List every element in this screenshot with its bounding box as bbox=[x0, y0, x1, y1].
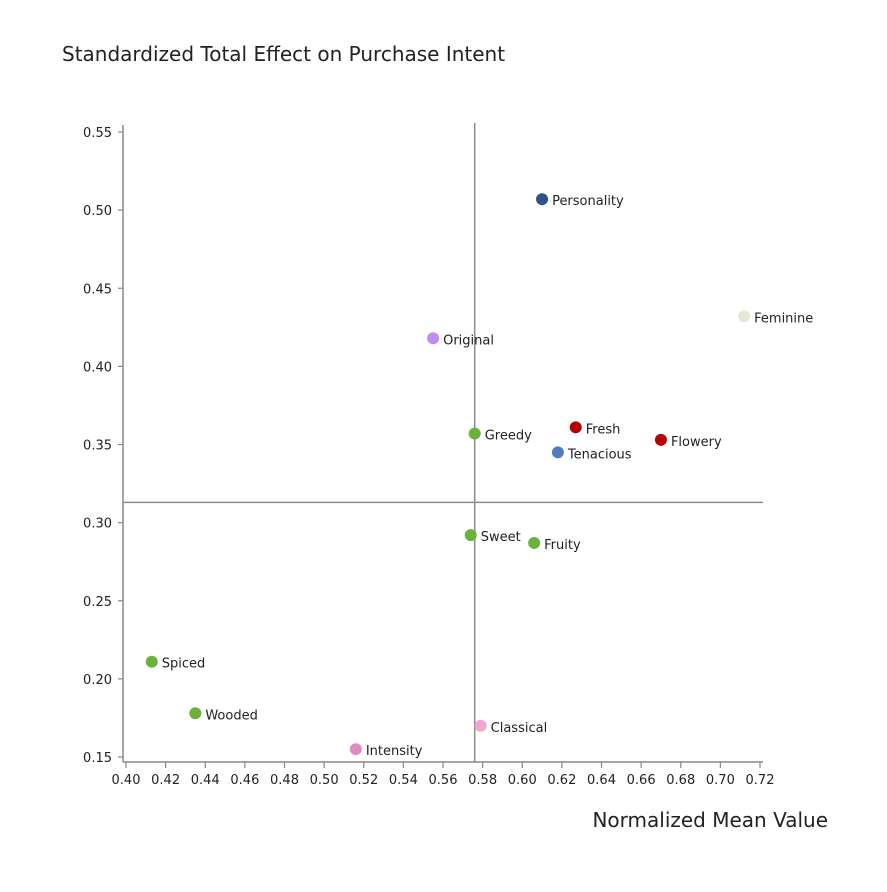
data-point-group: Fresh bbox=[569, 421, 621, 437]
y-tick-label: 0.50 bbox=[83, 204, 112, 219]
data-point bbox=[654, 433, 667, 446]
axes: 0.15 0.20 0.25 0.30 0.35 0.40 0.45 0.50 0.55 0.40… bbox=[83, 125, 774, 788]
data-point-group: Sweet bbox=[464, 529, 521, 545]
y-tick-label: 0.35 bbox=[83, 439, 112, 454]
x-tick-label: 0.40 bbox=[112, 773, 141, 788]
data-point bbox=[427, 332, 440, 345]
y-axis-title: Standardized Total Effect on Purchase In… bbox=[62, 42, 506, 66]
data-point bbox=[536, 193, 549, 206]
x-tick-label: 0.70 bbox=[706, 773, 735, 788]
data-point-group: Wooded bbox=[189, 707, 258, 723]
data-point-label: Sweet bbox=[481, 530, 521, 545]
data-point-label: Greedy bbox=[485, 429, 532, 444]
x-tick-label: 0.68 bbox=[666, 773, 695, 788]
data-point-label: Classical bbox=[491, 721, 548, 736]
data-point-label: Spiced bbox=[162, 657, 206, 672]
y-tick-label: 0.40 bbox=[83, 360, 112, 375]
x-tick-label: 0.60 bbox=[508, 773, 537, 788]
data-point-group: Feminine bbox=[738, 310, 813, 326]
data-point-label: Wooded bbox=[205, 708, 258, 723]
x-tick-label: 0.72 bbox=[746, 773, 775, 788]
data-point-group: Personality bbox=[536, 193, 624, 209]
data-point-label: Original bbox=[443, 333, 494, 348]
x-tick-label: 0.58 bbox=[468, 773, 497, 788]
data-point-label: Intensity bbox=[366, 744, 423, 759]
x-tick-label: 0.52 bbox=[349, 773, 378, 788]
x-axis-title: Normalized Mean Value bbox=[592, 808, 828, 832]
x-tick-label: 0.46 bbox=[230, 773, 259, 788]
data-points: Personality Feminine Original Greedy Fresh Fl… bbox=[145, 193, 813, 759]
data-point bbox=[569, 421, 582, 434]
data-point bbox=[738, 310, 751, 323]
x-tick-label: 0.42 bbox=[151, 773, 180, 788]
data-point bbox=[551, 446, 564, 459]
x-tick-label: 0.56 bbox=[429, 773, 458, 788]
data-point-group: Intensity bbox=[349, 743, 423, 759]
data-point-group: Fruity bbox=[528, 536, 581, 553]
data-point-label: Personality bbox=[552, 194, 624, 209]
data-point bbox=[349, 743, 362, 756]
data-point bbox=[474, 719, 487, 732]
x-tick-label: 0.54 bbox=[389, 773, 418, 788]
reference-lines bbox=[123, 123, 763, 762]
y-tick-label: 0.45 bbox=[83, 282, 112, 297]
y-tick-label: 0.15 bbox=[83, 751, 112, 766]
data-point-label: Feminine bbox=[754, 311, 813, 326]
x-tick-label: 0.66 bbox=[627, 773, 656, 788]
data-point-group: Classical bbox=[474, 719, 548, 736]
data-point bbox=[528, 536, 541, 549]
y-tick-label: 0.55 bbox=[83, 126, 112, 141]
data-point bbox=[464, 529, 477, 542]
data-point bbox=[468, 427, 481, 440]
data-point-group: Flowery bbox=[654, 433, 722, 450]
data-point-group: Tenacious bbox=[551, 446, 632, 462]
y-tick-label: 0.30 bbox=[83, 517, 112, 532]
data-point bbox=[145, 655, 158, 668]
y-tick-label: 0.25 bbox=[83, 595, 112, 610]
data-point bbox=[189, 707, 202, 720]
data-point-label: Tenacious bbox=[567, 447, 632, 462]
x-tick-label: 0.48 bbox=[270, 773, 299, 788]
y-tick-label: 0.20 bbox=[83, 673, 112, 688]
x-tick-label: 0.62 bbox=[547, 773, 576, 788]
x-tick-label: 0.64 bbox=[587, 773, 616, 788]
data-point-label: Flowery bbox=[671, 435, 722, 450]
data-point-label: Fresh bbox=[586, 422, 621, 437]
x-tick-label: 0.50 bbox=[310, 773, 339, 788]
data-point-group: Original bbox=[427, 332, 494, 348]
x-tick-label: 0.44 bbox=[191, 773, 220, 788]
data-point-label: Fruity bbox=[544, 538, 581, 553]
data-point-group: Greedy bbox=[468, 427, 532, 444]
data-point-group: Spiced bbox=[145, 655, 206, 672]
